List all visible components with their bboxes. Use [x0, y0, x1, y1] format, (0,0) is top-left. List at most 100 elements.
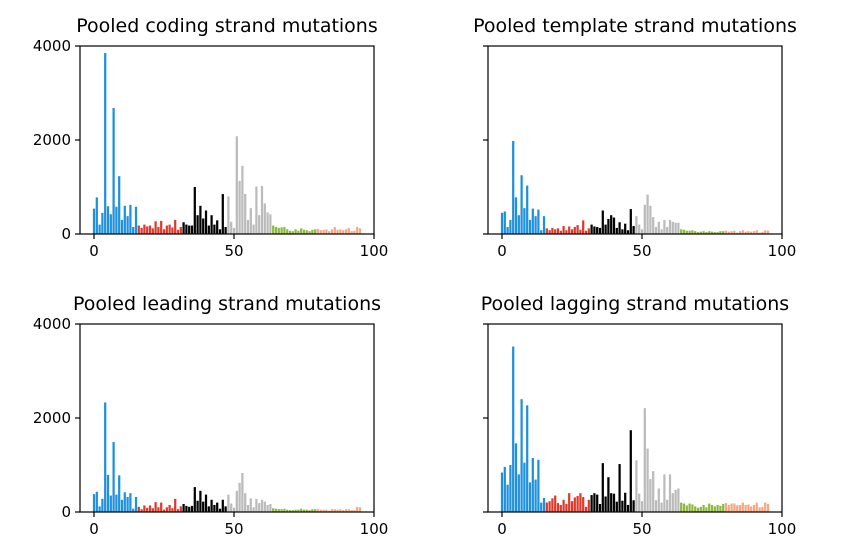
bar	[95, 491, 98, 512]
bar	[288, 230, 292, 234]
bar	[258, 503, 261, 512]
bar	[545, 228, 548, 234]
bar	[199, 490, 202, 512]
bar	[596, 494, 599, 512]
bar	[305, 230, 308, 234]
bar	[288, 510, 292, 512]
bar	[587, 228, 590, 234]
bar	[266, 504, 269, 512]
bar	[232, 507, 236, 512]
bar	[666, 499, 669, 512]
bar	[562, 499, 565, 512]
bar	[649, 205, 652, 234]
bar	[568, 226, 571, 234]
plot-frame	[487, 45, 783, 235]
x-tick-label: 0	[89, 520, 99, 538]
y-tick-label: 2000	[33, 131, 71, 149]
bar	[123, 205, 126, 234]
bar	[657, 221, 660, 234]
bar	[612, 217, 616, 234]
bar	[272, 508, 275, 512]
bar	[635, 216, 638, 234]
bar	[98, 224, 101, 234]
bar	[356, 506, 359, 512]
bar	[705, 507, 708, 512]
bar	[188, 225, 191, 234]
bar	[657, 488, 660, 512]
bar	[126, 216, 129, 234]
bar	[736, 505, 739, 512]
bar	[587, 499, 590, 512]
bar	[238, 482, 241, 512]
bar	[512, 346, 515, 512]
bar	[719, 231, 722, 234]
bar	[576, 225, 579, 234]
bar	[551, 498, 554, 512]
bar	[157, 507, 160, 512]
bar	[143, 505, 146, 512]
bar	[761, 506, 764, 512]
bar	[308, 231, 311, 234]
bar	[621, 500, 624, 512]
bar	[274, 508, 278, 512]
bar	[182, 222, 185, 234]
bar	[764, 502, 767, 512]
y-tick-label: 4000	[33, 315, 71, 333]
bar	[316, 509, 320, 512]
bar	[188, 506, 191, 512]
y-tick-label: 0	[61, 503, 71, 521]
bar	[210, 499, 213, 512]
bar	[531, 457, 534, 512]
bar	[179, 506, 182, 512]
bar	[325, 229, 328, 234]
bar	[523, 208, 526, 234]
bar	[694, 231, 697, 234]
bar	[568, 493, 571, 512]
bar	[101, 212, 104, 234]
bar	[598, 227, 602, 234]
bar	[190, 225, 194, 234]
bar	[106, 206, 110, 234]
bar	[500, 212, 504, 234]
bar	[291, 231, 294, 234]
bar	[319, 230, 322, 234]
bar	[330, 229, 334, 234]
bar	[688, 230, 691, 234]
bar	[570, 501, 574, 512]
bar	[353, 230, 356, 234]
chart-title: Pooled leading strand mutations	[73, 293, 381, 315]
bar	[255, 186, 258, 234]
bar	[618, 222, 621, 234]
bar	[294, 509, 297, 512]
bar	[224, 226, 227, 234]
chart-lagging: Pooled lagging strand mutations 0 50 100	[481, 293, 797, 538]
bar	[314, 509, 317, 512]
bar	[252, 507, 255, 512]
bar	[649, 479, 652, 512]
bar	[232, 227, 236, 234]
bar	[185, 505, 188, 512]
bar	[573, 497, 576, 512]
bar	[213, 504, 216, 512]
bar	[699, 506, 702, 512]
bar	[766, 504, 770, 512]
chart-leading: Pooled leading strand mutations 0 50 100 0 20…	[33, 293, 389, 538]
bar	[643, 204, 646, 234]
bar	[509, 465, 512, 512]
bar	[537, 209, 540, 234]
bar	[638, 224, 641, 234]
bar	[710, 504, 714, 512]
bar	[165, 225, 168, 234]
bar	[559, 230, 562, 234]
bar	[241, 165, 244, 234]
bar	[590, 224, 593, 234]
bar	[682, 503, 686, 512]
bar	[554, 495, 557, 512]
bar	[182, 504, 185, 512]
bar	[680, 229, 683, 234]
bar	[593, 493, 596, 512]
bar	[632, 500, 635, 512]
bar	[699, 231, 702, 234]
bar	[109, 495, 112, 512]
bar	[319, 509, 322, 512]
